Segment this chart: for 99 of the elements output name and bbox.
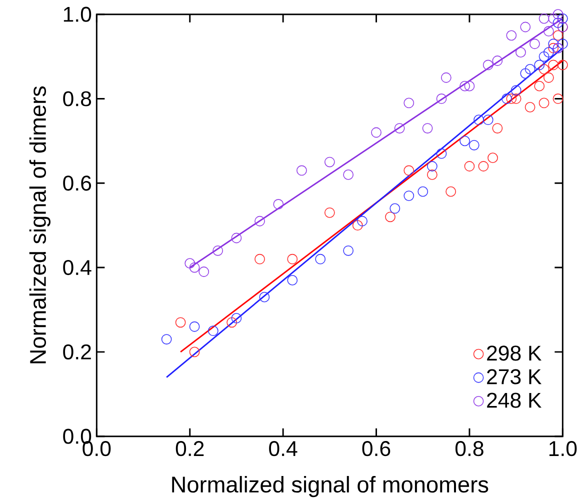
point bbox=[460, 136, 470, 146]
point bbox=[510, 94, 522, 104]
point bbox=[254, 254, 265, 264]
point bbox=[446, 186, 456, 197]
point bbox=[502, 94, 512, 104]
point bbox=[404, 190, 414, 201]
point bbox=[548, 60, 559, 70]
point bbox=[440, 72, 452, 83]
point bbox=[520, 68, 531, 79]
x-tick-label: 0.2 bbox=[176, 441, 204, 456]
x-tick-label: 1.0 bbox=[549, 441, 577, 456]
point bbox=[385, 212, 396, 222]
point bbox=[538, 98, 550, 108]
point bbox=[460, 80, 470, 92]
point bbox=[482, 60, 494, 70]
y-tick-label: 1.0 bbox=[64, 6, 92, 22]
y-tick-label: 0.2 bbox=[63, 344, 91, 360]
y-axis-title: Normalized signal of dimers bbox=[29, 86, 50, 364]
point bbox=[520, 22, 531, 32]
point bbox=[324, 156, 335, 168]
point bbox=[287, 274, 298, 286]
point bbox=[464, 161, 475, 172]
point bbox=[189, 346, 200, 358]
point bbox=[468, 140, 480, 150]
point bbox=[404, 165, 414, 176]
point bbox=[422, 123, 433, 134]
point bbox=[557, 13, 568, 24]
point bbox=[543, 26, 554, 36]
x-tick-label: 0.4 bbox=[269, 441, 298, 456]
point bbox=[557, 60, 568, 70]
point bbox=[426, 169, 438, 180]
y-tick-label: 0.6 bbox=[63, 176, 92, 191]
point bbox=[552, 9, 564, 20]
point bbox=[506, 94, 517, 104]
point bbox=[543, 72, 554, 83]
point bbox=[231, 312, 242, 324]
point bbox=[212, 245, 224, 256]
point bbox=[543, 47, 554, 58]
point bbox=[426, 161, 438, 172]
legend-label: 298 K bbox=[487, 346, 542, 361]
point bbox=[557, 38, 568, 50]
point bbox=[538, 64, 550, 74]
point bbox=[464, 80, 475, 92]
point bbox=[492, 56, 503, 66]
point bbox=[198, 266, 210, 277]
point bbox=[404, 98, 414, 108]
point bbox=[552, 30, 564, 41]
point bbox=[226, 317, 238, 328]
point bbox=[315, 254, 326, 264]
point bbox=[254, 216, 265, 226]
point bbox=[548, 42, 559, 54]
point bbox=[273, 199, 284, 210]
point bbox=[324, 207, 335, 218]
point bbox=[189, 262, 200, 273]
x-tick-label: 0.8 bbox=[455, 441, 484, 456]
point bbox=[418, 186, 428, 197]
point bbox=[524, 102, 536, 112]
point bbox=[482, 114, 494, 126]
point bbox=[538, 51, 550, 62]
point bbox=[343, 169, 354, 180]
point bbox=[548, 13, 559, 24]
point bbox=[530, 38, 540, 50]
point bbox=[357, 216, 368, 226]
point bbox=[371, 127, 382, 138]
point bbox=[488, 152, 498, 164]
point bbox=[534, 80, 545, 92]
point bbox=[506, 30, 517, 41]
x-tick-label: 0.6 bbox=[362, 441, 390, 456]
point bbox=[394, 123, 405, 134]
point bbox=[287, 254, 298, 264]
point bbox=[534, 60, 545, 70]
legend-label: 248 K bbox=[487, 392, 542, 408]
point bbox=[552, 94, 564, 104]
y-tick-label: 0.4 bbox=[63, 260, 92, 276]
point bbox=[208, 326, 218, 336]
point bbox=[516, 47, 526, 58]
y-tick-label: 0.8 bbox=[63, 91, 92, 106]
point bbox=[548, 38, 559, 50]
point bbox=[390, 203, 400, 214]
legend-label: 273 K bbox=[487, 369, 542, 384]
point bbox=[524, 64, 536, 74]
point bbox=[259, 292, 270, 302]
point bbox=[189, 321, 200, 332]
point bbox=[296, 165, 307, 176]
point bbox=[436, 94, 447, 104]
point bbox=[538, 13, 550, 24]
point bbox=[552, 18, 564, 28]
point bbox=[184, 258, 196, 269]
point bbox=[231, 232, 242, 244]
point bbox=[510, 85, 522, 96]
point bbox=[343, 245, 354, 256]
point bbox=[436, 148, 447, 159]
point bbox=[161, 334, 172, 344]
point bbox=[352, 220, 363, 231]
point bbox=[492, 123, 503, 134]
point bbox=[474, 114, 484, 126]
x-axis-title: Normalized signal of monomers bbox=[172, 476, 488, 498]
point bbox=[478, 161, 489, 172]
point bbox=[175, 317, 186, 328]
